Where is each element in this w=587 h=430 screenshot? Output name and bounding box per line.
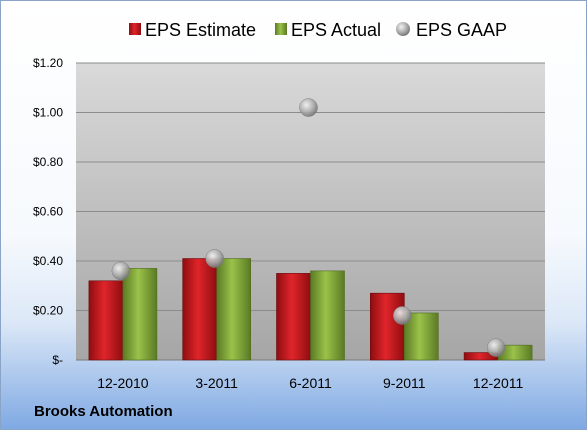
bar-eps-actual — [122, 268, 158, 361]
legend-label-eps-actual: EPS Actual — [291, 20, 381, 40]
bar-eps-actual — [310, 270, 345, 361]
x-category-label: 9-2011 — [383, 375, 426, 391]
legend-marker-eps-gaap — [396, 22, 410, 36]
y-tick-label: $0.60 — [33, 205, 63, 219]
marker-eps-gaap — [299, 98, 318, 117]
bar-eps-actual — [403, 312, 439, 361]
gaap-markers — [111, 98, 506, 357]
y-tick-label: $0.20 — [33, 304, 63, 318]
legend-swatch-eps-actual — [275, 23, 287, 35]
x-category-label: 12-2010 — [97, 375, 149, 391]
bar-eps-actual — [216, 258, 251, 361]
bar-eps-estimate — [276, 273, 311, 361]
y-tick-label: $1.00 — [33, 106, 63, 120]
bar-eps-estimate — [88, 280, 124, 361]
legend-swatch-eps-estimate — [129, 23, 141, 35]
bars — [88, 258, 533, 361]
marker-eps-gaap — [205, 249, 224, 268]
y-tick-label: $0.80 — [33, 155, 63, 169]
legend-label-eps-gaap: EPS GAAP — [416, 20, 507, 40]
x-category-label: 12-2011 — [473, 375, 524, 391]
marker-eps-gaap — [111, 261, 131, 281]
legend: EPS Estimate EPS Actual EPS GAAP — [129, 20, 507, 40]
legend-label-eps-estimate: EPS Estimate — [145, 20, 256, 40]
marker-eps-gaap — [393, 306, 412, 325]
x-category-label: 3-2011 — [195, 375, 238, 391]
x-category-label: 6-2011 — [289, 375, 332, 391]
marker-eps-gaap — [486, 338, 506, 357]
y-tick-label: $0.40 — [33, 254, 63, 268]
y-axis-ticks: $- $0.20 $0.40 $0.60 $0.80 $1.00 $1.20 — [33, 56, 63, 367]
y-tick-label: $- — [52, 353, 63, 367]
x-axis-categories: 12-2010 3-2011 6-2011 9-2011 12-2011 — [97, 375, 523, 391]
y-tick-label: $1.20 — [33, 56, 63, 70]
bar-eps-estimate — [182, 258, 217, 361]
bar-eps-estimate — [369, 292, 405, 361]
company-name: Brooks Automation — [34, 403, 173, 420]
